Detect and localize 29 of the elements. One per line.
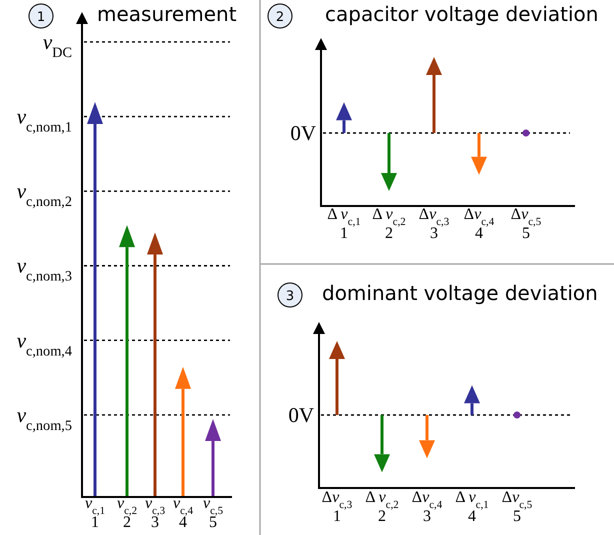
x-tick-label: Δ v$_{c,2}$ 2 xyxy=(372,206,406,242)
ref-line-label: v$_{DC}$ xyxy=(42,30,72,61)
x-tick-label: v$_{c,4}$ 4 xyxy=(172,495,194,531)
ref-line-label: 0V xyxy=(288,403,314,427)
x-tick-label: v$_{c,1}$ 1 xyxy=(84,495,106,531)
x-tick-label: Δv$_{c,3}$ 3 xyxy=(418,206,450,242)
x-tick-label: Δ v$_{c,1}$ 4 xyxy=(455,489,489,525)
x-tick-label: v$_{c,2}$ 2 xyxy=(116,495,138,531)
ref-line-label: v$_{c,nom,4}$ xyxy=(16,328,72,360)
text: 3 xyxy=(286,289,294,304)
x-tick-label: Δv$_{c,3}$ 1 xyxy=(322,489,353,525)
chart-title: measurement xyxy=(97,2,237,26)
ref-line-label: 0V xyxy=(290,121,316,145)
ref-line-label: v$_{c,nom,2}$ xyxy=(16,179,72,210)
ref-line-label: v$_{c,nom,3}$ xyxy=(16,254,72,285)
x-tick-label: Δv$_{c,4}$ 3 xyxy=(412,489,443,525)
chart-title: capacitor voltage deviation xyxy=(325,2,598,26)
chart-title: dominant voltage deviation xyxy=(322,281,598,305)
x-tick-label: v$_{c,5}$ 5 xyxy=(202,495,224,531)
x-tick-label: Δ v$_{c,1}$ 1 xyxy=(327,206,361,242)
x-tick-label: Δv$_{c,4}$ 4 xyxy=(464,206,495,242)
ref-line-label: v$_{c,nom,1}$ xyxy=(16,104,72,136)
x-tick-label: Δ v$_{c,2}$ 2 xyxy=(365,489,399,525)
text: 2 xyxy=(276,10,284,25)
x-tick-label: v$_{c,3}$ 3 xyxy=(144,495,166,531)
x-tick-label: Δv$_{c,5}$ 5 xyxy=(502,489,533,525)
x-tick-label: Δv$_{c,5}$ 5 xyxy=(510,206,542,242)
ref-line-label: v$_{c,nom,5}$ xyxy=(16,402,72,434)
text: 1 xyxy=(36,10,46,25)
